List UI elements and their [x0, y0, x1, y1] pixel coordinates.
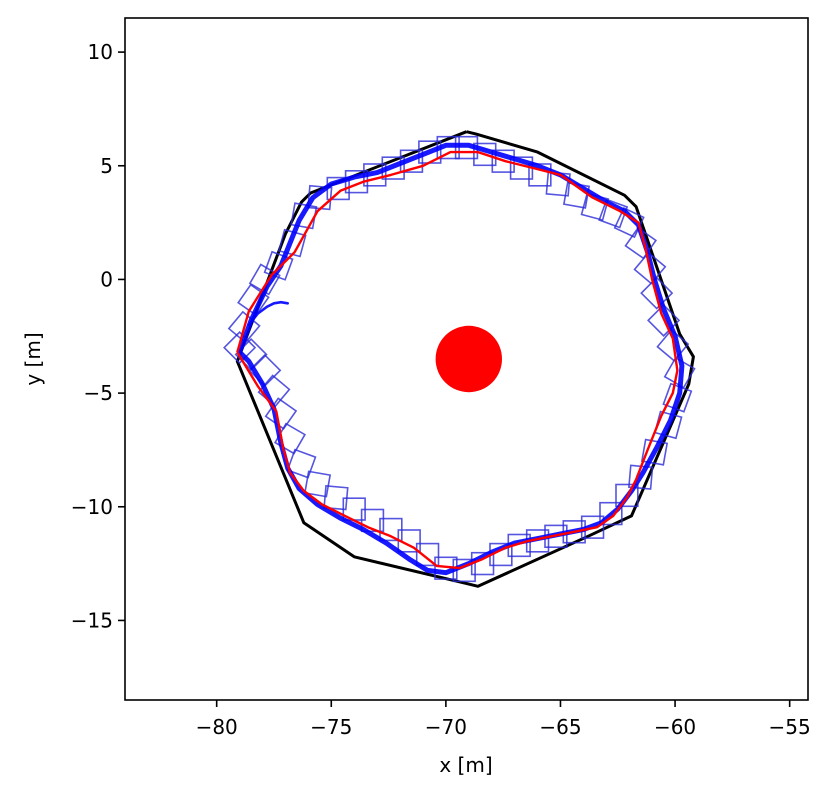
- center-circle-marker: [435, 325, 502, 393]
- y-tick-label: 0: [100, 267, 113, 291]
- y-axis-ticks: 10 5 0 −5 −10 −15: [71, 40, 125, 632]
- x-tick-label: −55: [769, 715, 811, 739]
- y-axis-label: y [m]: [21, 332, 45, 385]
- y-tick-label: 5: [100, 154, 113, 178]
- footprint-marker: [640, 438, 669, 466]
- footprint-marker: [528, 163, 552, 187]
- y-tick-label: −10: [71, 495, 113, 519]
- footprint-marker: [248, 263, 281, 296]
- footprint-marker: [640, 276, 674, 310]
- x-tick-label: −65: [539, 715, 581, 739]
- footprint-marker: [624, 226, 657, 260]
- x-tick-label: −70: [425, 715, 467, 739]
- footprint-marker: [598, 198, 629, 229]
- x-tick-label: −80: [196, 715, 238, 739]
- x-axis-label: x [m]: [439, 753, 492, 777]
- footprint-marker: [633, 251, 667, 285]
- footprint-marker: [415, 542, 440, 567]
- actual-trajectory-line: [237, 142, 685, 576]
- footprint-marker: [237, 283, 270, 317]
- y-tick-label: −5: [84, 381, 113, 405]
- footprint-marker: [303, 470, 332, 498]
- footprint-marker: [379, 517, 403, 542]
- x-axis-ticks: −80 −75 −70 −65 −60 −55: [196, 700, 811, 739]
- footprint-marker: [580, 515, 605, 539]
- footprint-marker: [599, 501, 623, 526]
- plot-area: [223, 130, 696, 588]
- axes-frame: [124, 17, 809, 701]
- y-tick-label: 10: [88, 40, 113, 64]
- y-tick-label: −15: [71, 608, 113, 632]
- start-segment-line: [247, 300, 290, 327]
- x-tick-label: −60: [654, 715, 696, 739]
- x-tick-label: −75: [310, 715, 352, 739]
- footprint-marker: [615, 483, 639, 508]
- obstacle-polygon-line: [235, 130, 695, 588]
- footprint-marker: [286, 448, 317, 479]
- reference-path-line: [236, 150, 679, 570]
